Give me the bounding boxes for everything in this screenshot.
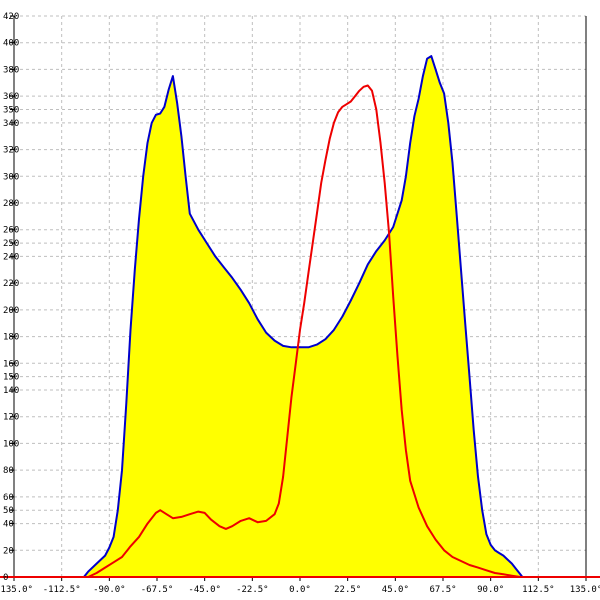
y-tick-label: 240	[3, 252, 19, 262]
series-area-layer	[83, 56, 523, 578]
series-line	[87, 84, 521, 578]
y-tick-label-zero: 0	[3, 573, 8, 583]
x-tick-label: -22.5°	[236, 585, 269, 595]
x-tick-label: 22.5°	[334, 585, 361, 595]
y-tick-label: 60	[3, 493, 14, 503]
y-tick-label: 160	[3, 359, 19, 369]
x-tick-label: 90.0°	[477, 585, 504, 595]
x-tick-label: 135.0°	[570, 585, 600, 595]
y-tick-label: 120	[3, 413, 19, 423]
tick-labels: -135.0° -112.5° -90.0° -67.5° -45.0° -22.5° 0.…	[0, 12, 600, 595]
x-tick-label: -67.5°	[141, 585, 174, 595]
y-tick-label: 100	[3, 439, 19, 449]
grid	[13, 15, 587, 577]
axes	[0, 15, 600, 581]
x-tick-label: -112.5°	[43, 585, 81, 595]
y-tick-label: 50	[3, 506, 14, 516]
x-tick-label: 67.5°	[429, 585, 456, 595]
y-tick-label: 180	[3, 333, 19, 343]
y-tick-label: 40	[3, 520, 14, 530]
y-tick-label: 150	[3, 373, 19, 383]
x-tick-label: 112.5°	[522, 585, 555, 595]
x-tick-label: 0.0°	[289, 585, 311, 595]
y-tick-label: 250	[3, 239, 19, 249]
y-tick-label: 260	[3, 226, 19, 236]
y-tick-label: 340	[3, 119, 19, 129]
series-area-fill	[83, 56, 523, 578]
y-tick-label: 420	[3, 12, 19, 22]
y-tick-label: 200	[3, 306, 19, 316]
y-tick-label: 400	[3, 39, 19, 49]
x-tick-label: -45.0°	[188, 585, 221, 595]
y-tick-label: 280	[3, 199, 19, 209]
series-area-outline	[83, 55, 524, 578]
series-line-layer	[83, 55, 524, 578]
y-tick-label: 350	[3, 106, 19, 116]
y-tick-label: 300	[3, 172, 19, 182]
y-tick-label: 360	[3, 92, 19, 102]
y-tick-label: 20	[3, 546, 14, 556]
y-tick-label: 220	[3, 279, 19, 289]
y-tick-label: 380	[3, 65, 19, 75]
x-tick-label: -90.0°	[93, 585, 126, 595]
y-tick-label: 80	[3, 466, 14, 476]
y-tick-label: 320	[3, 146, 19, 156]
x-tick-label: 45.0°	[382, 585, 409, 595]
x-tick-label: -135.0°	[0, 585, 33, 595]
y-tick-label: 140	[3, 386, 19, 396]
